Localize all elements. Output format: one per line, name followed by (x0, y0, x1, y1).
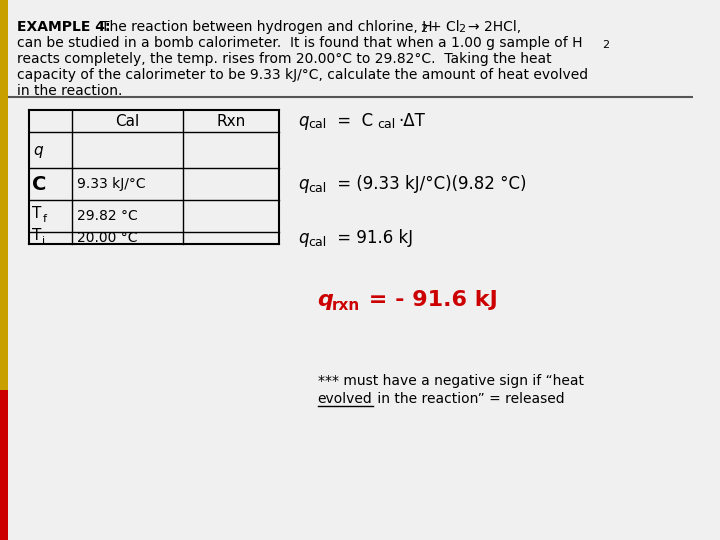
Text: f: f (42, 214, 46, 224)
Text: reacts completely, the temp. rises from 20.00°C to 29.82°C.  Taking the heat: reacts completely, the temp. rises from … (17, 52, 552, 66)
Text: → 2HCl,: → 2HCl, (468, 20, 521, 34)
Text: 2: 2 (458, 24, 465, 34)
Text: i: i (42, 236, 45, 246)
Text: in the reaction.: in the reaction. (17, 84, 122, 98)
Bar (0, 0, 8, 390)
Text: EXAMPLE 4:: EXAMPLE 4: (17, 20, 111, 34)
Bar (0, 390, 8, 540)
Text: cal: cal (308, 235, 326, 248)
Text: q: q (298, 229, 309, 247)
Text: cal: cal (308, 118, 326, 132)
Text: *** must have a negative sign if “heat: *** must have a negative sign if “heat (318, 374, 584, 388)
Text: Cal: Cal (115, 113, 140, 129)
Text: = 91.6 kJ: = 91.6 kJ (332, 229, 413, 247)
Text: The reaction between hydrogen and chlorine, H: The reaction between hydrogen and chlori… (101, 20, 433, 34)
Text: q: q (298, 175, 309, 193)
Text: 9.33 kJ/°C: 9.33 kJ/°C (77, 177, 145, 191)
Text: 2: 2 (420, 24, 428, 34)
Text: + Cl: + Cl (430, 20, 460, 34)
Text: 29.82 °C: 29.82 °C (77, 209, 138, 223)
Text: cal: cal (308, 181, 326, 194)
Text: ·ΔT: ·ΔT (398, 112, 426, 130)
Text: evolved: evolved (318, 392, 372, 406)
Text: C: C (32, 174, 46, 193)
Text: cal: cal (377, 118, 395, 132)
Text: Rxn: Rxn (216, 113, 246, 129)
Text: q: q (298, 112, 309, 130)
Text: T: T (32, 206, 41, 221)
Text: in the reaction” = released: in the reaction” = released (374, 392, 565, 406)
Text: 2: 2 (603, 40, 610, 50)
Text: =  C: = C (332, 112, 373, 130)
Text: can be studied in a bomb calorimeter.  It is found that when a 1.00 g sample of : can be studied in a bomb calorimeter. It… (17, 36, 582, 50)
Text: = (9.33 kJ/°C)(9.82 °C): = (9.33 kJ/°C)(9.82 °C) (332, 175, 526, 193)
Text: capacity of the calorimeter to be 9.33 kJ/°C, calculate the amount of heat evolv: capacity of the calorimeter to be 9.33 k… (17, 68, 588, 82)
Text: T: T (32, 228, 41, 244)
Text: q: q (318, 290, 333, 310)
Text: rxn: rxn (332, 299, 360, 314)
Text: = - 91.6 kJ: = - 91.6 kJ (361, 290, 498, 310)
Text: 20.00 °C: 20.00 °C (77, 231, 138, 245)
Text: q: q (34, 143, 43, 158)
